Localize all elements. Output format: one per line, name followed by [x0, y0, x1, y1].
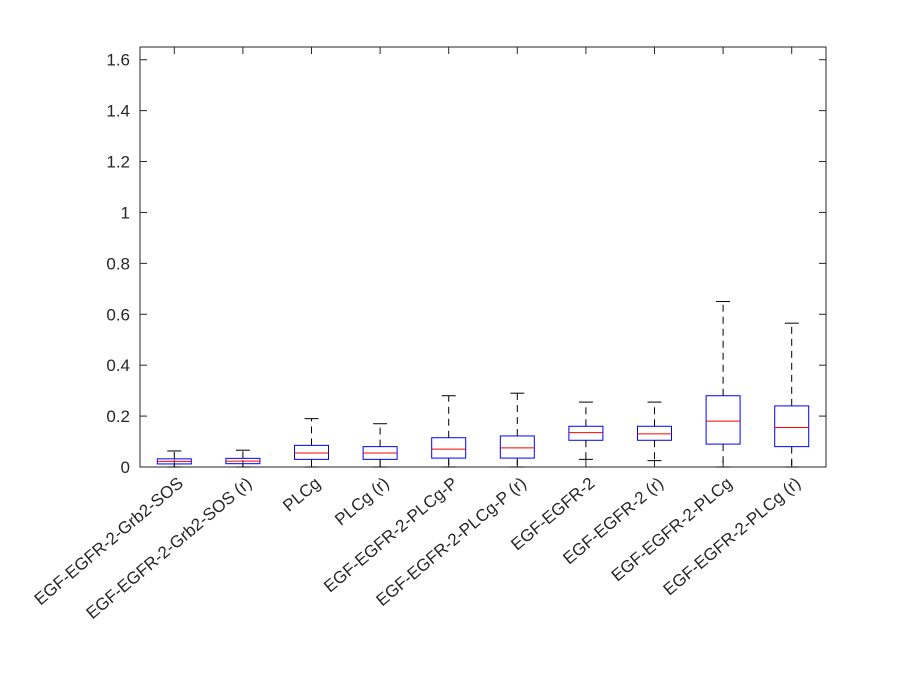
box-iqr: [774, 405, 810, 448]
axes-frame: [139, 46, 827, 468]
box-iqr: [499, 435, 535, 459]
x-tick-label: EGF-EGFR-2-PLCg-P: [320, 474, 461, 597]
plot-area: 00.20.40.60.811.21.41.6EGF-EGFR-2-Grb2-S…: [31, 46, 827, 623]
y-tick-label: 0: [121, 458, 130, 477]
y-tick-label: 1.4: [106, 102, 130, 121]
box-iqr: [431, 437, 467, 459]
box-iqr: [294, 444, 329, 460]
box-iqr: [705, 395, 741, 445]
y-tick-label: 0.2: [106, 407, 130, 426]
y-tick-label: 0.8: [106, 254, 130, 273]
x-tick-label: PLCg: [279, 474, 324, 516]
y-tick-label: 0.6: [106, 305, 130, 324]
x-tick-label: EGF-EGFR-2-PLCg: [608, 474, 736, 586]
y-tick-label: 1.6: [106, 51, 130, 70]
x-tick-label: EGF-EGFR-2-PLCg (r): [660, 474, 805, 600]
y-tick-label: 1: [121, 203, 130, 222]
box-iqr: [568, 425, 604, 441]
box-iqr: [637, 425, 672, 441]
y-tick-label: 0.4: [106, 356, 130, 375]
y-tick-label: 1.2: [106, 153, 130, 172]
x-tick-label: PLCg (r): [331, 474, 392, 530]
